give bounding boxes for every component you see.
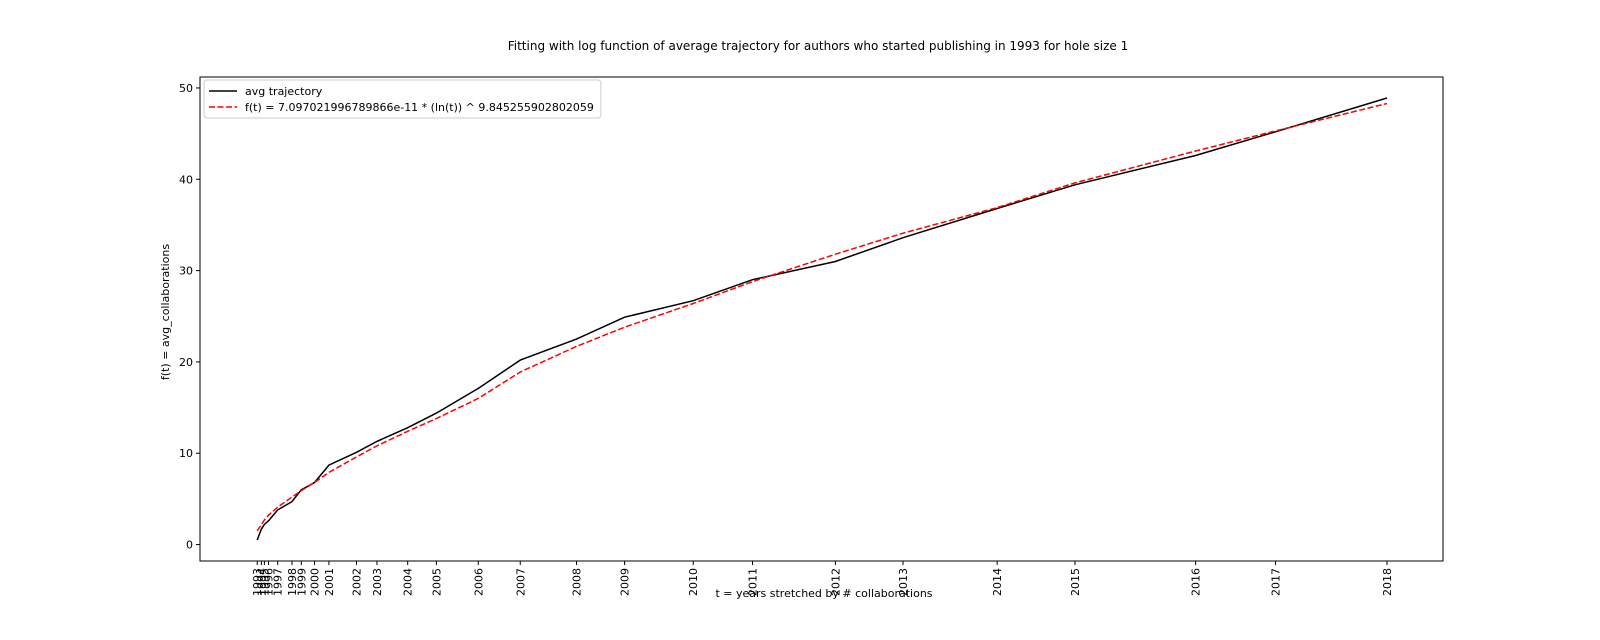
x-tick-label: 2005: [430, 568, 443, 596]
x-tick-label: 1995: [258, 568, 271, 596]
x-tick-label: 2003: [371, 568, 384, 596]
x-tick-label: 1994: [255, 568, 268, 596]
x-tick-label: 2017: [1270, 568, 1283, 596]
x-tick-label: 1999: [295, 568, 308, 596]
x-tick-label: 2012: [829, 568, 842, 596]
x-tick-label: 2006: [472, 568, 485, 596]
x-tick-label: 2014: [991, 568, 1004, 596]
x-tick-label: 2002: [350, 568, 363, 596]
x-tick-label: 2011: [747, 568, 760, 596]
x-tick-label: 2010: [687, 568, 700, 596]
chart-title: Fitting with log function of average tra…: [508, 39, 1129, 53]
legend-label: avg trajectory: [245, 85, 323, 98]
x-tick-label: 1997: [272, 568, 285, 596]
y-tick-label: 0: [186, 539, 193, 552]
x-tick-label: 2004: [402, 568, 415, 596]
series-line: [256, 97, 1388, 541]
x-tick-label: 2016: [1190, 568, 1203, 596]
x-tick-label: 1996: [262, 568, 275, 596]
y-tick-label: 30: [179, 265, 193, 278]
axes-frame: [199, 76, 1444, 562]
legend-box: [203, 79, 602, 119]
x-axis-label: t = years stretched by # collaborations: [715, 587, 932, 600]
x-tick-label: 2009: [619, 568, 632, 596]
series-line: [256, 102, 1388, 532]
x-tick-label: 2015: [1069, 568, 1082, 596]
x-tick-label: 1998: [286, 568, 299, 596]
y-tick-label: 10: [179, 447, 193, 460]
x-tick-label: 2013: [897, 568, 910, 596]
legend-label: f(t) = 7.097021996789866e-11 * (ln(t)) ^…: [245, 101, 594, 114]
x-tick-label: 2007: [514, 568, 527, 596]
legend: avg trajectory f(t) = 7.097021996789866e-…: [203, 79, 602, 119]
y-tick-label: 50: [179, 82, 193, 95]
x-tick-label: 1993: [251, 568, 264, 596]
x-tick-label: 2001: [323, 568, 336, 596]
x-tick-label: 2008: [571, 568, 584, 596]
y-tick-label: 40: [179, 173, 193, 186]
x-tick-label: 2000: [308, 568, 321, 596]
x-tick-label: 2018: [1381, 568, 1394, 596]
y-tick-label: 20: [179, 356, 193, 369]
y-axis-label: f(t) = avg_collaborations: [159, 244, 172, 380]
